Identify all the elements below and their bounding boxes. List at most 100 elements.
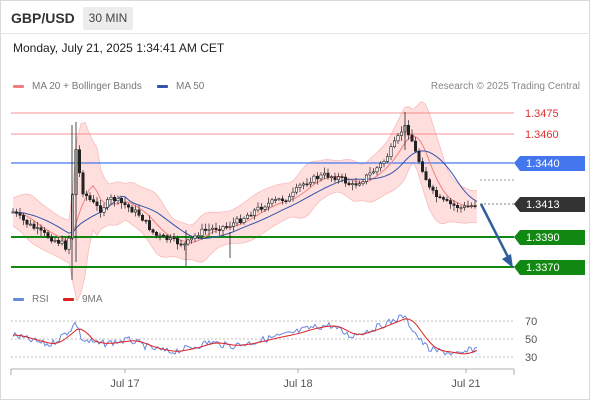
candle-body	[197, 235, 201, 238]
level-tag-3-bg	[514, 156, 585, 171]
candle-body	[116, 197, 120, 202]
level-tag-4-bg	[514, 197, 585, 212]
candle-body	[46, 232, 50, 238]
candle-body	[186, 239, 190, 245]
candle-body	[466, 205, 470, 208]
candle-body	[256, 206, 260, 211]
candle-body	[137, 209, 141, 216]
candle-body	[67, 237, 71, 250]
timeframe-badge[interactable]: 30 MIN	[83, 7, 133, 30]
level-tag-6-bg	[514, 260, 585, 275]
candle-body	[120, 197, 124, 204]
candle-body	[179, 243, 183, 246]
candle-body	[169, 237, 173, 241]
candle-body	[176, 238, 180, 245]
candle-body	[319, 174, 323, 180]
x-label-jul18: Jul 18	[283, 378, 312, 390]
candle-body	[368, 172, 372, 176]
candle-body	[78, 149, 82, 174]
candle-body	[326, 172, 330, 178]
candle-body	[294, 187, 298, 193]
candle-body	[183, 243, 187, 246]
candle-body	[81, 172, 85, 195]
level-tag-5: 1.3390	[514, 230, 585, 245]
candle-body	[165, 235, 169, 241]
candle-body	[392, 140, 396, 148]
candle-body	[445, 199, 449, 201]
candle-body	[71, 194, 75, 239]
candle-body	[259, 206, 263, 210]
candle-body	[218, 229, 222, 231]
candle-body	[214, 227, 218, 230]
candle-body	[172, 237, 176, 240]
candle-body	[60, 240, 64, 244]
candle-body	[329, 176, 333, 179]
symbol-title: GBP/USD	[11, 10, 75, 26]
legend-rsi-ma: 9MA	[63, 294, 103, 305]
level-tag-5-text: 1.3390	[526, 232, 560, 244]
candle-body	[427, 179, 431, 188]
candle-body	[469, 205, 473, 207]
candle-body	[389, 146, 393, 157]
candle-body	[375, 167, 379, 173]
level-tag-3-text: 1.3440	[526, 158, 560, 170]
candle-body	[39, 227, 43, 231]
candle-body	[452, 203, 456, 206]
candle-body	[273, 199, 277, 201]
forecast-arrow-head	[502, 254, 513, 268]
candle-body	[308, 182, 312, 185]
chart-datetime: Monday, July 21, 2025 1:34:41 AM CET	[13, 41, 225, 55]
candle-body	[284, 200, 288, 202]
level-tag-4: 1.3413	[514, 197, 585, 212]
legend-rsi: RSI	[13, 294, 49, 305]
candle-body	[280, 198, 284, 201]
legend-rsi-label: RSI	[32, 294, 49, 305]
candle-body	[242, 218, 246, 223]
candle-body	[32, 223, 36, 229]
candle-body	[343, 176, 347, 184]
candle-body	[56, 239, 60, 244]
candle-body	[92, 199, 96, 203]
rsi-ma-line	[12, 318, 478, 355]
bollinger-band-area	[13, 101, 477, 301]
candle-body	[305, 183, 309, 186]
bollinger-upper-line	[12, 101, 478, 226]
legend-rsi-ma-label: 9MA	[82, 294, 103, 305]
legend-ma20: MA 20 + Bollinger Bands	[13, 81, 142, 92]
candle-body	[162, 234, 166, 237]
chart-header: GBP/USD 30 MIN	[0, 0, 590, 34]
candle-body	[462, 205, 466, 208]
candle-body	[148, 220, 152, 230]
candle-body	[235, 218, 239, 224]
candle-body	[200, 228, 204, 237]
candle-body	[144, 220, 148, 222]
candle-body	[42, 229, 46, 233]
ma20-swatch	[13, 85, 24, 88]
candle-body	[88, 195, 92, 201]
candle-body	[434, 190, 438, 197]
candle-body	[301, 183, 305, 186]
candle-body	[378, 163, 382, 169]
candle-body	[35, 227, 39, 229]
candle-body	[127, 204, 131, 208]
candle-body	[193, 235, 197, 239]
candle-body	[448, 200, 452, 205]
candle-body	[424, 171, 428, 180]
candle-body	[406, 125, 410, 136]
level-label-1: 1.3475	[525, 108, 559, 120]
candle-body	[361, 181, 365, 184]
candle-body	[204, 228, 208, 231]
rsi-line	[12, 314, 478, 356]
candle-body	[382, 161, 386, 164]
candle-body	[340, 176, 344, 179]
candle-body	[357, 183, 361, 186]
candle-body	[287, 196, 291, 202]
level-label-1-text: 1.3475	[525, 108, 559, 120]
candle-body	[410, 134, 414, 142]
level-tag-4-text: 1.3413	[526, 199, 560, 211]
ma50-swatch	[157, 85, 168, 88]
rsi-ma-swatch	[63, 298, 74, 301]
level-tag-3: 1.3440	[514, 156, 585, 171]
candle-body	[438, 196, 442, 198]
candle-body	[25, 219, 29, 225]
